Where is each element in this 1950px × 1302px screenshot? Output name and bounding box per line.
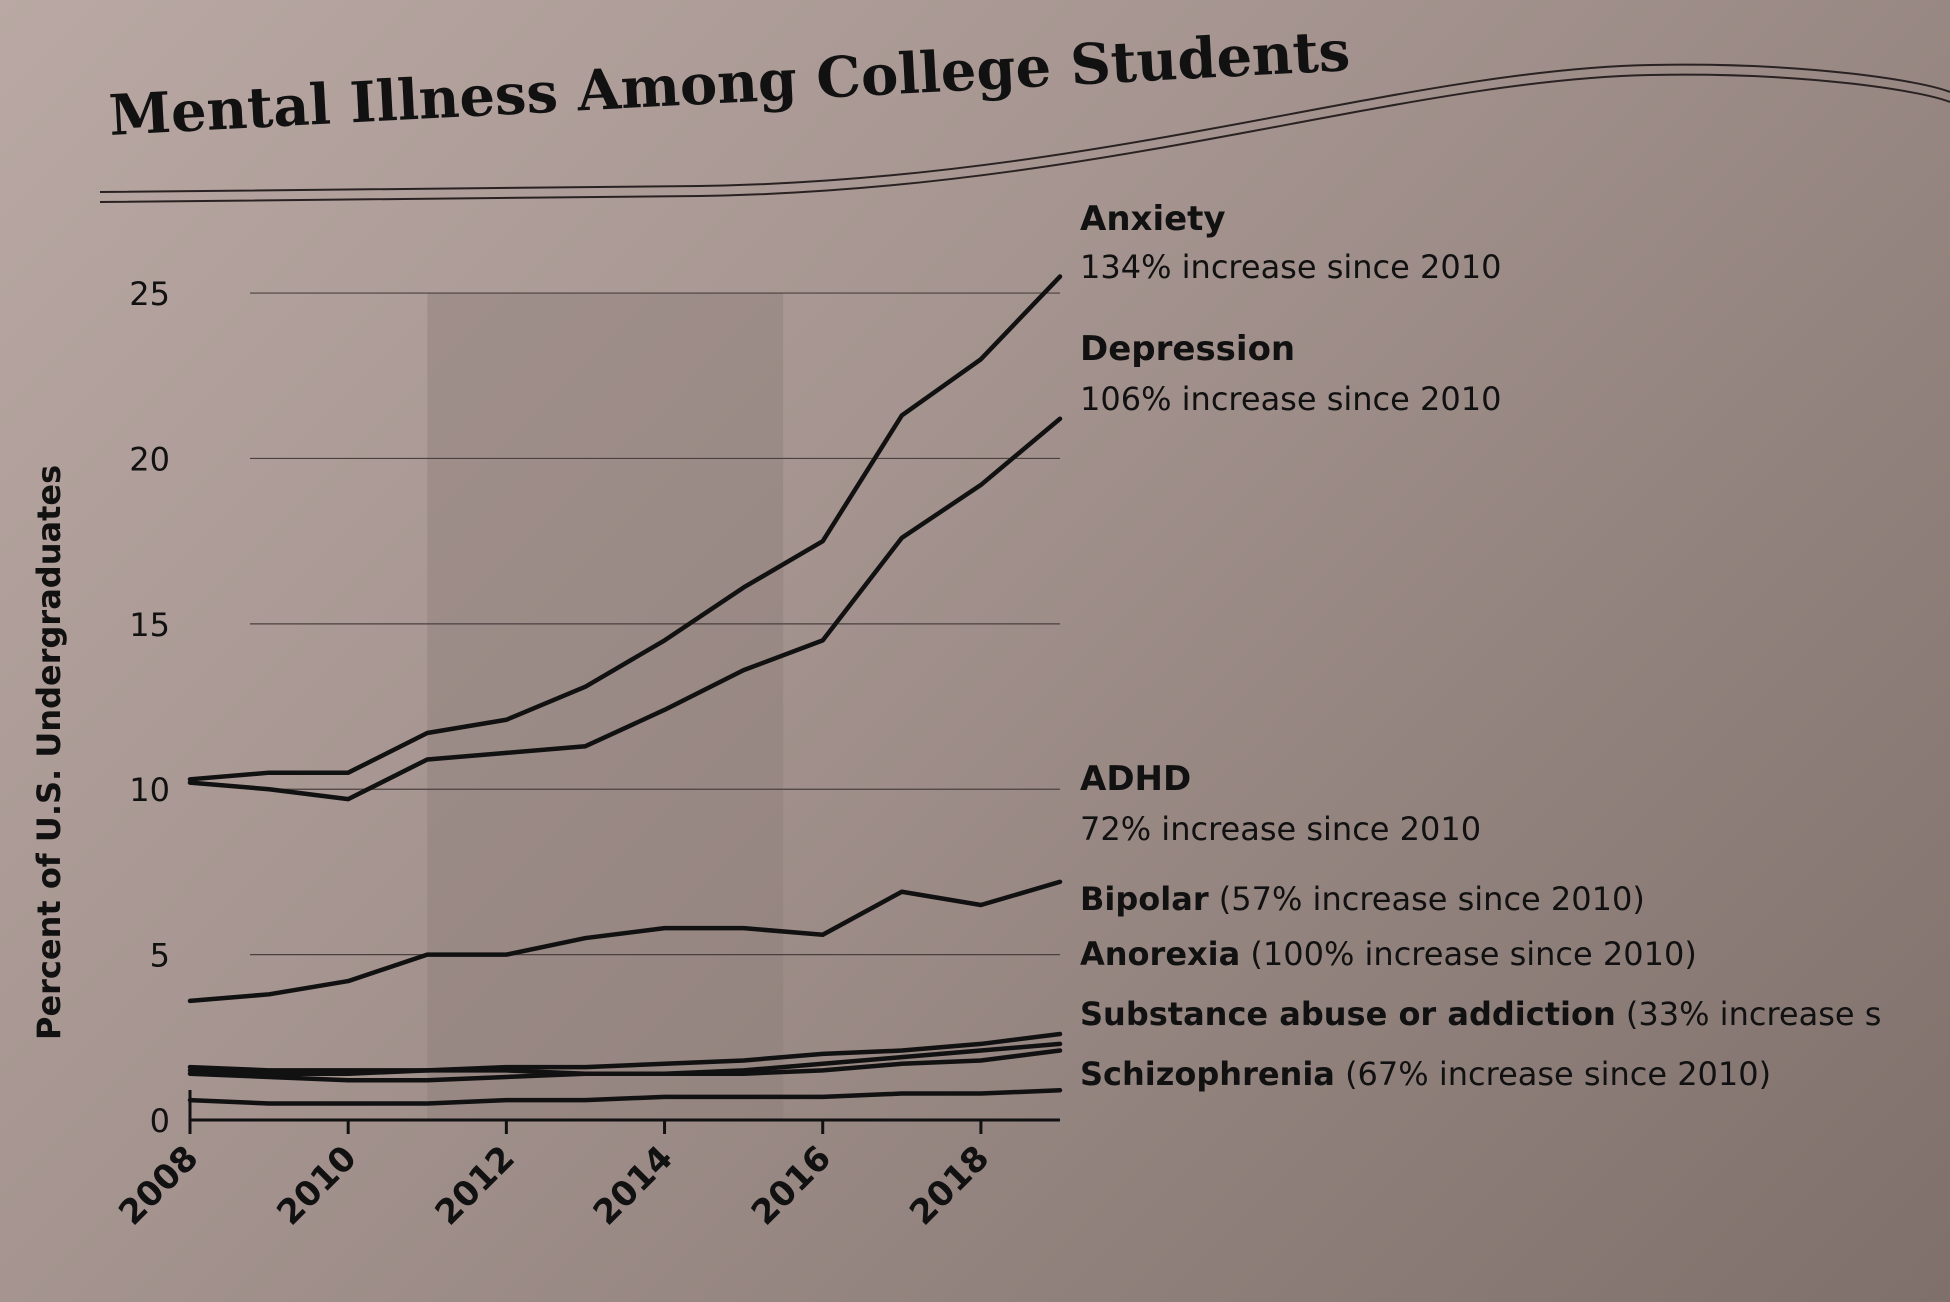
y-tick-label: 20 xyxy=(129,440,170,478)
y-tick-label: 10 xyxy=(129,771,170,809)
series-line-substance-abuse-or-addiction xyxy=(187,1048,1063,1076)
x-tick-label: 2010 xyxy=(269,1138,364,1233)
series-label-note: (67% increase since 2010) xyxy=(1335,1055,1771,1093)
series-label-name: Anxiety xyxy=(1080,199,1226,239)
y-axis-label: Percent of U.S. Undergraduates xyxy=(30,465,68,1040)
y-tick-label: 15 xyxy=(129,606,170,644)
series-label: Substance abuse or addiction (33% increa… xyxy=(1080,995,1881,1033)
title-rule-upper xyxy=(99,63,1950,193)
series-line-depression xyxy=(187,416,1063,802)
series-labels: Anxiety 134% increase since 2010 Depressio… xyxy=(1080,199,1881,1093)
y-tick-label: 5 xyxy=(150,937,170,975)
series-label-name: Schizophrenia xyxy=(1080,1055,1335,1093)
series-label-name: Anorexia xyxy=(1080,935,1240,973)
chart-title: Mental Illness Among College Students xyxy=(107,18,1351,149)
series-label-note: (57% increase since 2010) xyxy=(1209,880,1645,918)
series-label-name: ADHD xyxy=(1080,759,1191,799)
series-label: Schizophrenia (67% increase since 2010) xyxy=(1080,1055,1771,1093)
series-label-note: (100% increase since 2010) xyxy=(1240,935,1697,973)
x-tick-label: 2016 xyxy=(744,1138,839,1233)
series-line-adhd xyxy=(187,879,1063,1004)
series-line-bipolar xyxy=(187,1031,1063,1073)
grid-lines xyxy=(250,292,1060,956)
x-tick-label: 2014 xyxy=(586,1138,681,1233)
x-tick-label: 2008 xyxy=(111,1138,206,1233)
series-label: Bipolar (57% increase since 2010) xyxy=(1080,880,1645,918)
series-label-note: 134% increase since 2010 xyxy=(1080,248,1501,286)
series-lines xyxy=(187,274,1063,1106)
series-line-anxiety xyxy=(187,274,1063,782)
series-label-name: Bipolar xyxy=(1080,880,1209,918)
series-label-note: 106% increase since 2010 xyxy=(1080,380,1501,418)
series-label: Anorexia (100% increase since 2010) xyxy=(1080,935,1697,973)
series-line-schizophrenia xyxy=(187,1087,1063,1106)
x-tick-label: 2012 xyxy=(428,1138,523,1233)
x-tick-label: 2018 xyxy=(902,1138,997,1233)
y-tick-label: 0 xyxy=(150,1102,170,1140)
title-rule-lower xyxy=(99,73,1950,203)
series-label-name: Substance abuse or addiction xyxy=(1080,995,1616,1033)
series-label-name: Depression xyxy=(1080,329,1295,369)
series-label-note: (33% increase s xyxy=(1616,995,1882,1033)
series-label-note: 72% increase since 2010 xyxy=(1080,810,1481,848)
y-tick-label: 25 xyxy=(129,275,170,313)
shaded-region xyxy=(427,293,784,1121)
page-decoration xyxy=(99,63,1950,203)
